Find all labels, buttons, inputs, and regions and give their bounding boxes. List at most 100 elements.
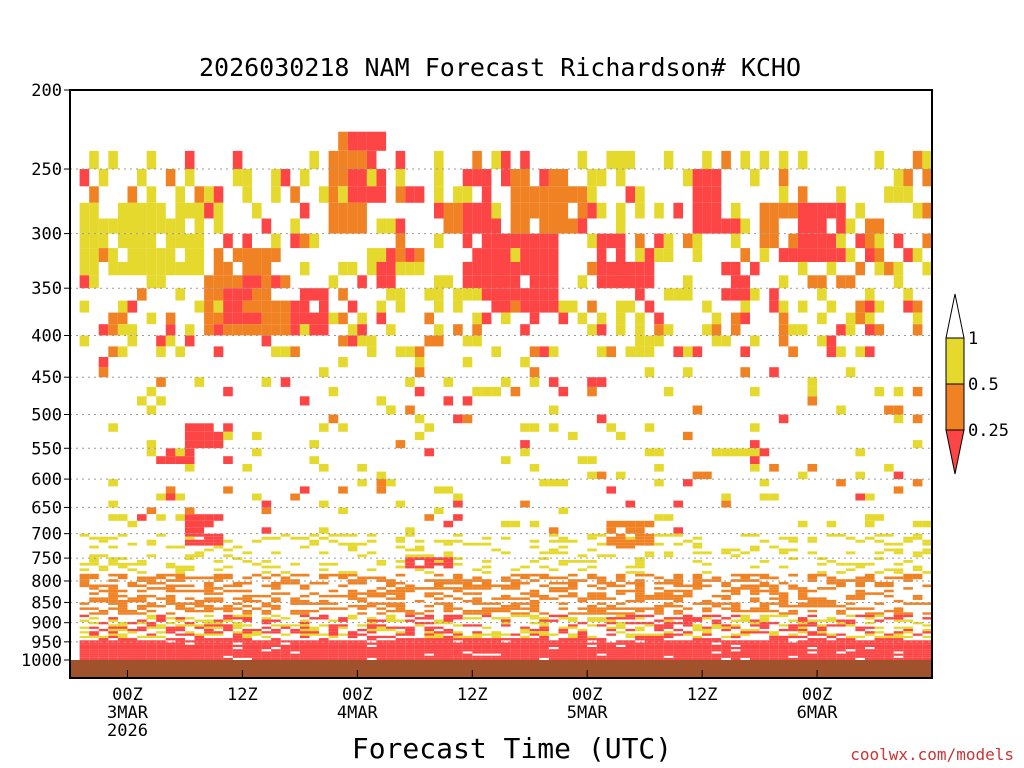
heatmap-cell: [472, 638, 482, 641]
heatmap-cell: [309, 150, 319, 170]
heatmap-cell: [223, 312, 233, 325]
heatmap-cell: [319, 300, 329, 313]
heatmap-cell: [137, 589, 147, 593]
heatmap-cell: [462, 186, 473, 203]
heatmap-cell: [213, 587, 224, 590]
heatmap-cell: [568, 617, 578, 620]
heatmap-cell: [328, 626, 339, 629]
heatmap-cell: [184, 621, 195, 625]
heatmap-cell: [740, 651, 750, 654]
heatmap-cell: [491, 150, 501, 170]
heatmap-cell: [836, 655, 846, 658]
heatmap-cell: [865, 233, 875, 249]
heatmap-cell: [865, 520, 875, 528]
heatmap-cell: [89, 651, 99, 654]
heatmap-cell: [405, 626, 415, 629]
heatmap-cell: [769, 218, 779, 234]
heatmap-cell: [357, 581, 367, 585]
heatmap-cell: [587, 202, 597, 219]
heatmap-cell: [702, 655, 712, 658]
heatmap-cell: [261, 612, 272, 615]
heatmap-cell: [290, 655, 300, 658]
heatmap-cell: [165, 562, 176, 566]
heatmap-cell: [414, 649, 425, 652]
heatmap-cell: [587, 536, 597, 540]
heatmap-cell: [376, 642, 387, 645]
heatmap-cell: [615, 647, 626, 650]
heatmap-cell: [558, 560, 569, 563]
heatmap-cell: [520, 150, 530, 170]
heatmap-cell: [108, 653, 118, 656]
heatmap-cell: [893, 275, 904, 289]
heatmap-cell: [165, 602, 176, 605]
heatmap-cell: [558, 602, 569, 605]
heatmap-cell: [577, 621, 588, 625]
heatmap-cell: [596, 471, 607, 480]
heatmap-cell: [826, 624, 837, 627]
heatmap-cell: [395, 607, 406, 610]
heatmap-cell: [711, 186, 722, 203]
heatmap-cell: [213, 626, 224, 629]
heatmap-cell: [261, 300, 272, 313]
heatmap-cell: [79, 568, 90, 572]
heatmap-cell: [424, 649, 434, 652]
heatmap-cell: [635, 557, 645, 560]
heatmap-cell: [721, 647, 731, 650]
heatmap-cell: [194, 655, 205, 658]
heatmap-cell: [510, 275, 521, 289]
heatmap-cell: [366, 635, 377, 639]
heatmap-cell: [309, 640, 319, 643]
heatmap-cell: [501, 551, 511, 555]
heatmap-cell: [596, 542, 607, 546]
heatmap-cell: [481, 169, 492, 187]
heatmap-cell: [194, 542, 205, 546]
heatmap-cell: [922, 571, 932, 574]
heatmap-cell: [127, 202, 138, 219]
colorbar-bottom-arrow: [945, 429, 965, 475]
heatmap-cell: [635, 275, 645, 289]
heatmap-cell: [893, 571, 904, 574]
heatmap-cell: [453, 653, 463, 656]
heatmap-cell: [683, 617, 693, 620]
heatmap-cell: [836, 186, 846, 203]
heatmap-cell: [261, 651, 272, 654]
heatmap-cell: [395, 631, 406, 634]
heatmap-cell: [865, 300, 875, 313]
heatmap-cell: [730, 275, 741, 289]
heatmap-cell: [328, 533, 339, 537]
heatmap-cell: [635, 655, 645, 658]
heatmap-cell: [826, 233, 837, 249]
heatmap-cell: [194, 635, 205, 639]
heatmap-cell: [769, 202, 779, 219]
heatmap-cell: [750, 584, 760, 588]
heatmap-cell: [414, 186, 425, 203]
heatmap-cell: [740, 218, 750, 234]
heatmap-cell: [520, 640, 530, 643]
heatmap-cell: [472, 542, 482, 546]
heatmap-cell: [127, 186, 138, 203]
heatmap-cell: [184, 324, 195, 336]
heatmap-cell: [596, 233, 607, 249]
heatmap-cell: [376, 261, 387, 276]
heatmap-cell: [797, 619, 808, 622]
heatmap-cell: [635, 186, 645, 203]
heatmap-cell: [414, 587, 425, 590]
heatmap-cell: [577, 202, 588, 219]
heatmap-cell: [520, 653, 530, 656]
heatmap-cell: [108, 514, 118, 521]
heatmap-cell: [98, 609, 109, 613]
heatmap-cell: [845, 594, 856, 598]
heatmap-cell: [615, 233, 626, 249]
heatmap-cell: [127, 644, 138, 647]
heatmap-cell: [865, 536, 875, 540]
heatmap-cell: [347, 573, 358, 577]
heatmap-cell: [137, 571, 147, 574]
heatmap-cell: [194, 440, 205, 449]
heatmap-cell: [376, 248, 387, 262]
heatmap-cell: [644, 554, 655, 558]
heatmap-cell: [472, 576, 482, 580]
heatmap-cell: [491, 633, 501, 636]
heatmap-cell: [596, 624, 607, 627]
heatmap-cell: [654, 312, 664, 325]
heatmap-cell: [663, 651, 674, 654]
